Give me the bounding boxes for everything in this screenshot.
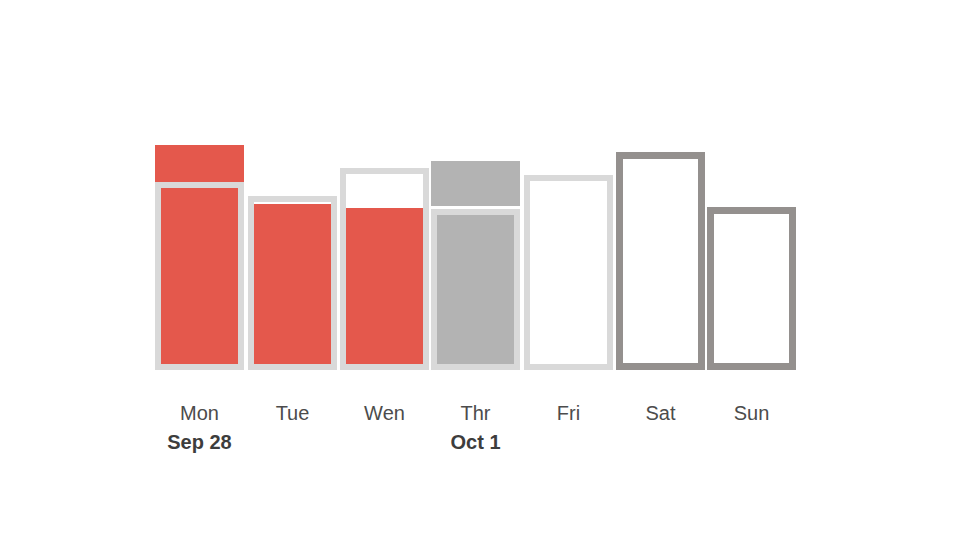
day-label-wen: Wen	[340, 401, 429, 425]
bar-container-wen	[340, 168, 429, 370]
bar-container-sat	[616, 152, 705, 370]
bar-fill-thr	[437, 215, 514, 364]
day-label-sat: Sat	[616, 401, 705, 425]
day-column-wen[interactable]	[340, 168, 429, 370]
day-label-fri: Fri	[524, 401, 613, 425]
bar-container-tue	[248, 196, 337, 370]
bar-fill-wen	[346, 208, 423, 364]
date-label-thr: Oct 1	[421, 430, 530, 454]
day-label-tue: Tue	[248, 401, 337, 425]
overflow-cap-mon	[155, 145, 244, 182]
day-column-thr[interactable]	[431, 161, 520, 370]
bar-container-sun	[707, 207, 796, 370]
bar-container-fri	[524, 175, 613, 370]
day-label-sun: Sun	[707, 401, 796, 425]
bar-container-thr	[431, 209, 520, 370]
overflow-cap-thr	[431, 161, 520, 206]
day-column-tue[interactable]	[248, 196, 337, 370]
date-label-mon: Sep 28	[145, 430, 254, 454]
bar-container-mon	[155, 182, 244, 370]
day-column-sun[interactable]	[707, 207, 796, 370]
bar-fill-mon	[161, 188, 238, 364]
day-column-sat[interactable]	[616, 152, 705, 370]
day-column-fri[interactable]	[524, 175, 613, 370]
day-label-thr: Thr	[431, 401, 520, 425]
bar-fill-tue	[254, 204, 331, 364]
day-label-mon: Mon	[155, 401, 244, 425]
day-column-mon[interactable]	[155, 145, 244, 370]
weekly-bar-chart: Mon Sep 28 TueWenThr Oct 1 FriSatSun	[0, 0, 955, 543]
